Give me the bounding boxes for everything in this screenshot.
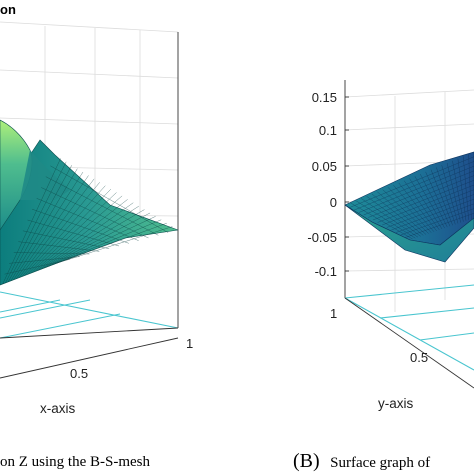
chart-b-caption-letter: (B) (293, 450, 320, 472)
chart-b-y-label: y-axis (378, 396, 414, 411)
mesh-line (349, 156, 474, 208)
mesh-line (377, 184, 474, 223)
chart-a-x-axis (0, 327, 179, 339)
chart-b-z-tick-2: 0.05 (312, 159, 337, 174)
chart-b-z-tick-0: 0.15 (312, 90, 337, 105)
mesh-line (395, 203, 474, 233)
chart-a-title: on (0, 2, 16, 17)
mesh-line (27, 219, 120, 247)
chart-b-y-tick-1: 0.5 (410, 350, 428, 365)
chart-a-caption: on Z using the B-S-mesh (0, 454, 150, 470)
mesh-line (368, 175, 474, 218)
chart-a-caption-text: on Z using the B-S-mesh (0, 454, 150, 470)
mesh-line (13, 252, 90, 255)
mesh-line (4, 259, 70, 275)
chart-a-floor (0, 291, 179, 339)
mesh-line (45, 176, 159, 236)
chart-b-y-axis (344, 297, 474, 389)
mesh-line (391, 198, 474, 231)
mesh-line (382, 189, 474, 226)
chart-b-z-tick-5: -0.1 (315, 264, 337, 279)
mesh-line (354, 161, 474, 211)
chart-b-z-tick-3: 0 (330, 195, 337, 210)
mesh-line (22, 230, 110, 249)
mesh-line (358, 165, 474, 213)
chart-a-x-tick-0: 0.5 (70, 366, 88, 381)
mesh-line (18, 241, 100, 252)
mesh-line (36, 198, 139, 241)
mesh-line (400, 208, 474, 236)
mesh-line (41, 187, 149, 239)
mesh-line (50, 165, 169, 233)
chart-b: 0.15 0.1 0.05 0 -0.05 -0.1 1 0.5 y-axis … (293, 80, 474, 472)
mesh-line (32, 208, 129, 244)
chart-b-floor (344, 284, 474, 371)
mesh-line (9, 256, 80, 264)
chart-b-caption-text: Surface graph of (330, 455, 430, 471)
chart-b-caption: (B) Surface graph of (293, 450, 430, 472)
mesh-line (405, 213, 474, 238)
chart-a-surface (0, 119, 179, 286)
chart-a: on 1 0.5 (0, 2, 193, 470)
mesh-line (386, 194, 474, 228)
mesh-line (363, 170, 474, 216)
chart-a-x-tick-1: 1 (186, 336, 193, 351)
mesh-line (372, 180, 474, 221)
chart-b-surface (344, 151, 474, 263)
chart-b-y-tick-0: 1 (330, 306, 337, 321)
chart-b-z-tick-1: 0.1 (319, 123, 337, 138)
chart-a-x-label: x-axis (40, 401, 76, 416)
chart-b-z-tick-4: -0.05 (307, 230, 337, 245)
